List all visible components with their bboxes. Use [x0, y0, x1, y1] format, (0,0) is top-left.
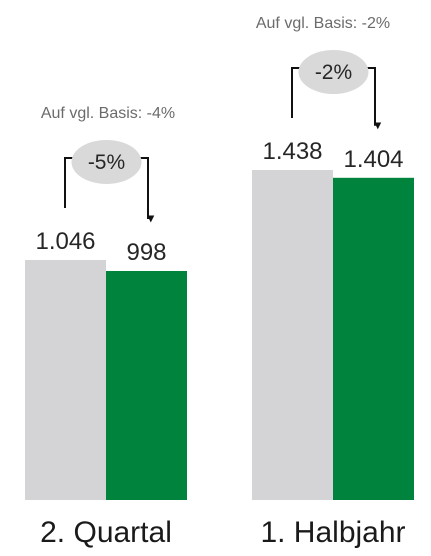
value-label: 1.438	[262, 138, 322, 165]
change-bubble	[71, 139, 142, 184]
basis-label: Auf vgl. Basis: -2%	[256, 15, 390, 32]
change-label: -2%	[315, 61, 352, 84]
category-label: 2. Quartal	[40, 516, 172, 549]
value-label: 1.404	[343, 146, 403, 173]
change-bubble	[298, 50, 369, 94]
bar	[252, 170, 333, 500]
category-label: 1. Halbjahr	[260, 516, 405, 549]
basis-label: Auf vgl. Basis: -4%	[41, 105, 175, 122]
change-label: -5%	[88, 151, 125, 174]
value-label: 1.046	[35, 228, 95, 255]
value-label: 998	[126, 239, 166, 266]
bar	[106, 270, 187, 500]
bar	[25, 259, 106, 500]
bar	[333, 177, 414, 501]
